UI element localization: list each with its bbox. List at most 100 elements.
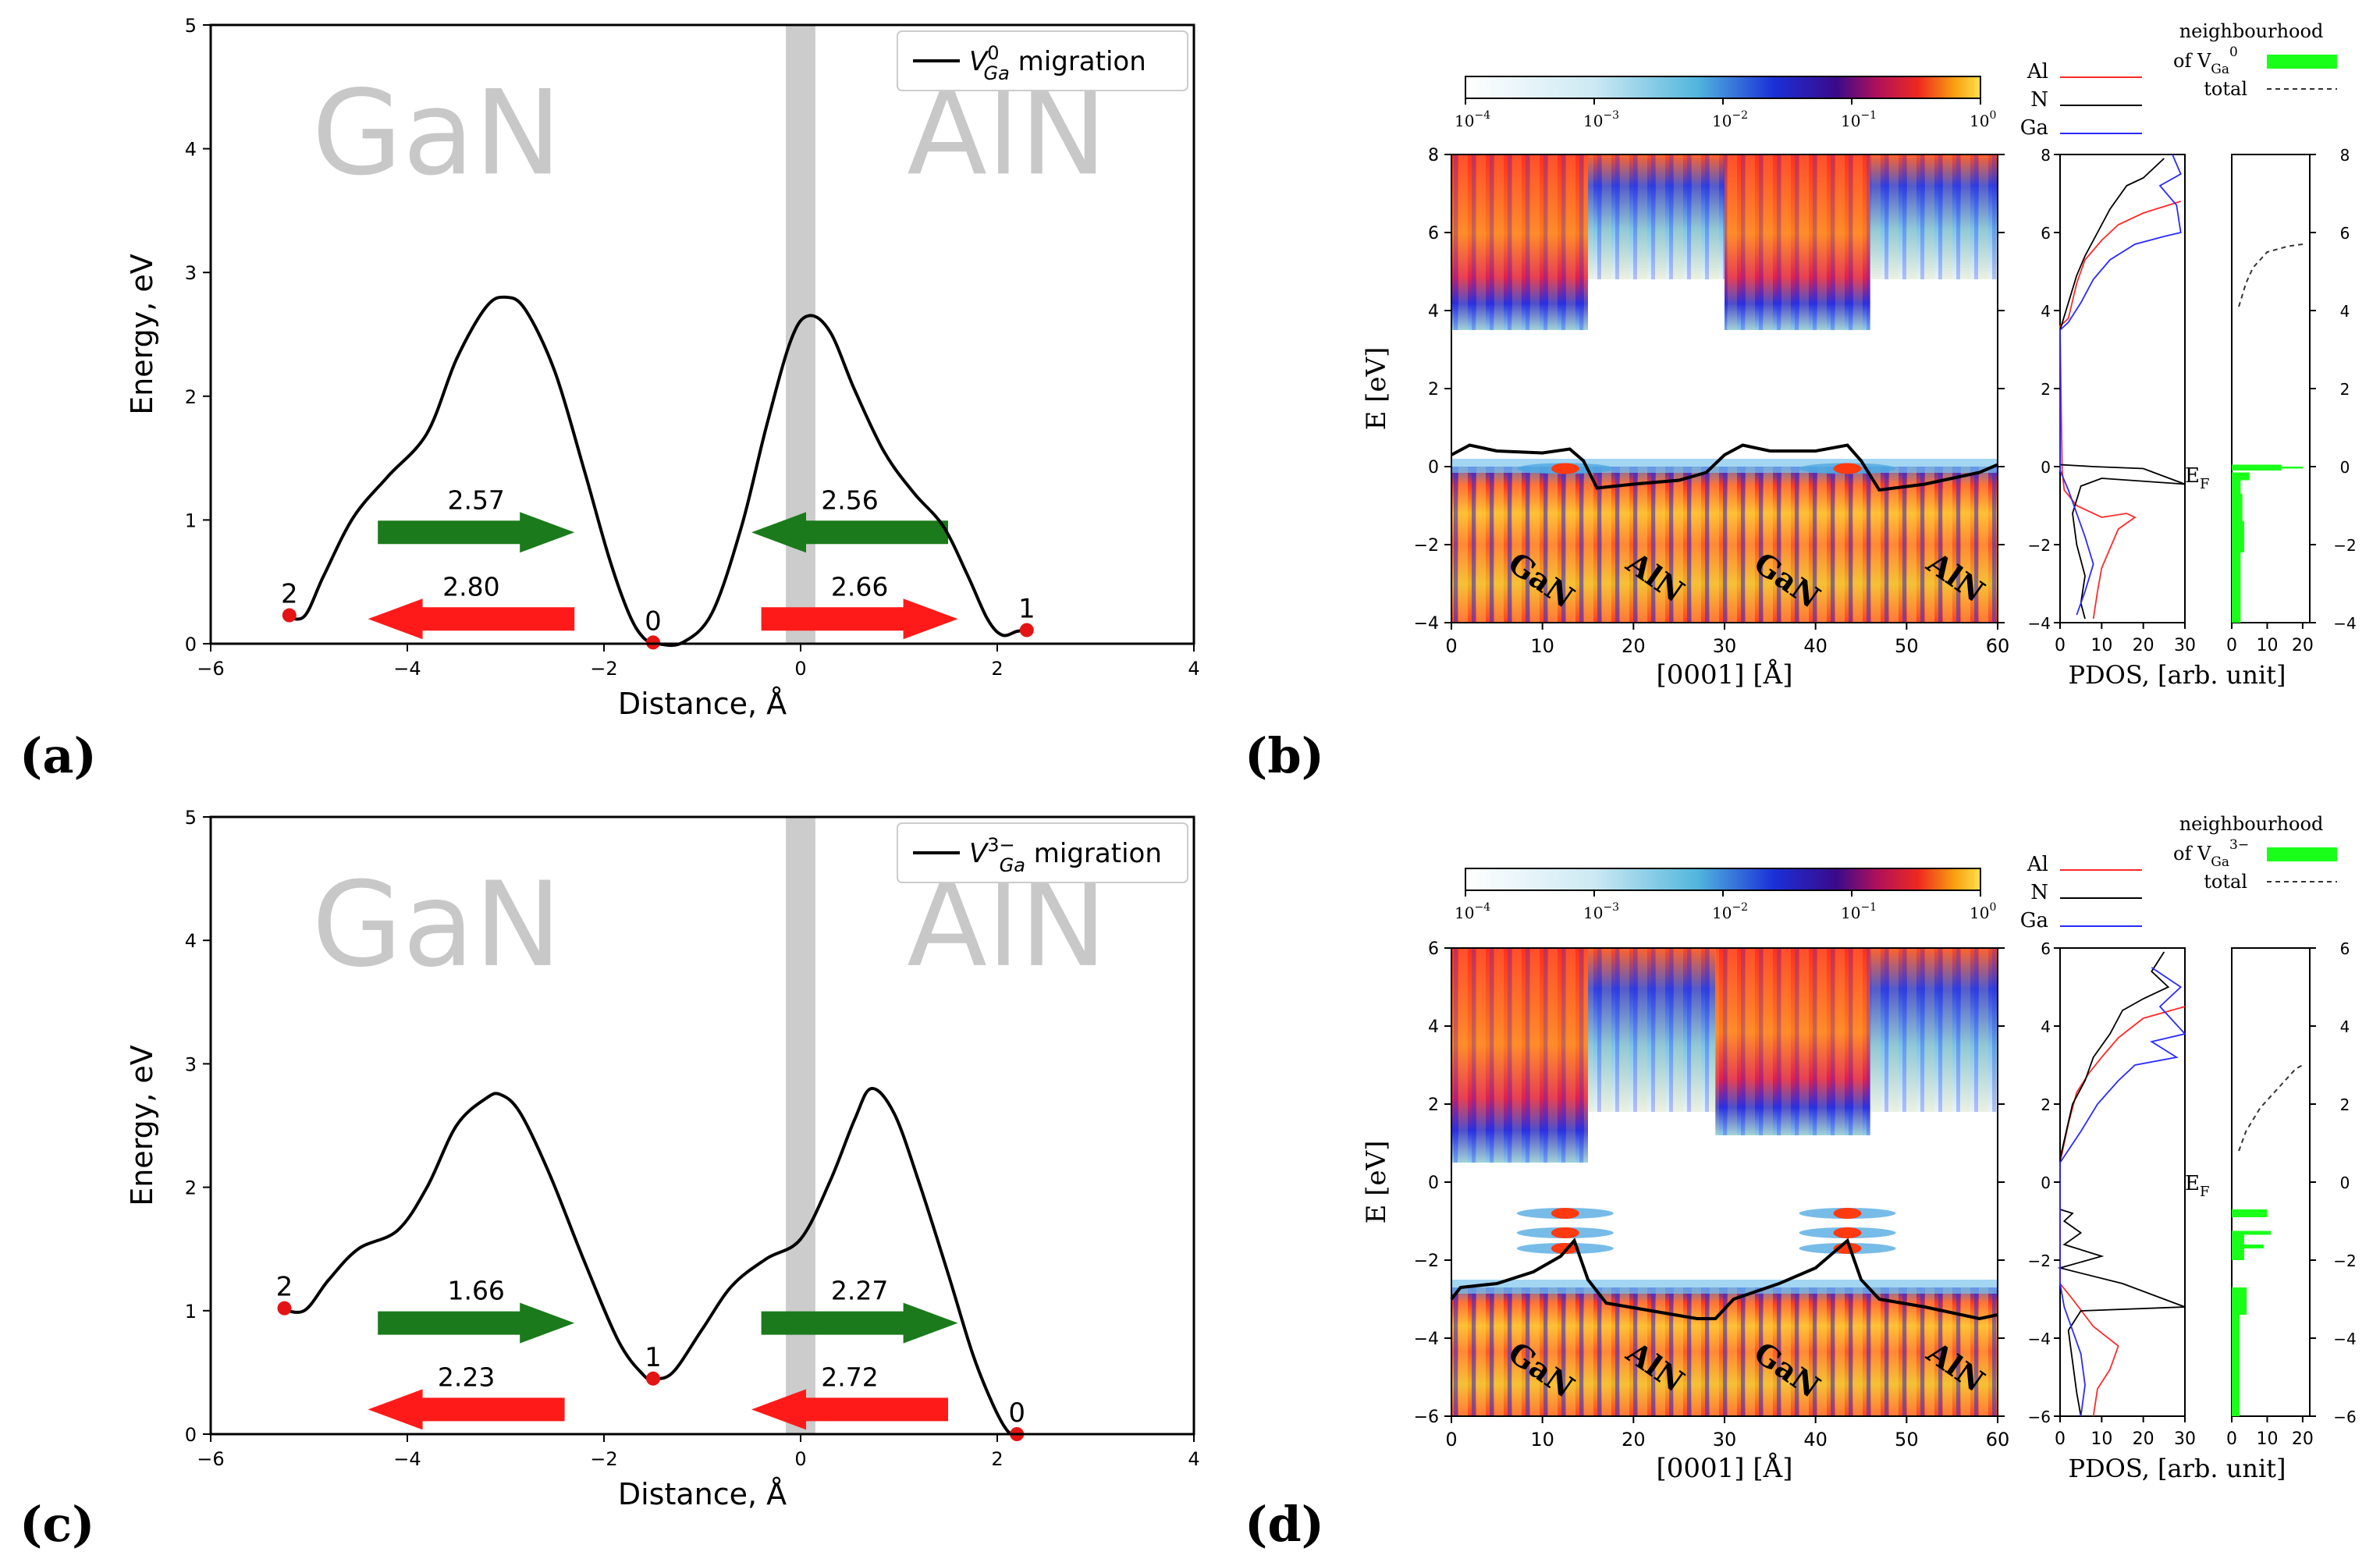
pdos-y-tick-label: 0	[2041, 1174, 2051, 1192]
x-axis-label: [0001] [Å]	[1657, 659, 1793, 691]
site-point-2	[1019, 623, 1034, 637]
colorbar-tick-label: 10−4	[1455, 109, 1490, 130]
neigh-legend-sub: Ga	[2211, 62, 2229, 77]
legend-suffix: migration	[1025, 838, 1162, 869]
conduction-stripes	[1870, 948, 1998, 1112]
neigh-legend-of: of VGa0	[2173, 44, 2238, 77]
x-tick-label: 0	[1445, 1429, 1457, 1451]
neigh-fill	[2232, 1209, 2268, 1217]
defect-state	[1833, 1208, 1862, 1219]
neigh-x-tick-label: 0	[2226, 636, 2237, 655]
colorbar-base: 10	[1583, 904, 1603, 922]
pdos-legend-al: Al	[2027, 853, 2048, 876]
site-label-2: 1	[1018, 594, 1035, 625]
pdos-y-tick-label: −2	[2028, 536, 2051, 555]
x-tick-label: −2	[590, 658, 617, 680]
neigh-y-tick-label: −4	[2333, 614, 2356, 633]
pdos-legend-n: N	[2030, 88, 2048, 112]
material-label-gan: GaN	[312, 858, 562, 993]
legend-box	[897, 30, 1188, 91]
pdos-x-tick-label: 20	[2133, 636, 2154, 655]
plot-frame	[209, 23, 1195, 645]
y-tick-label: −2	[1414, 536, 1439, 556]
y-tick-label: 4	[185, 139, 197, 161]
conduction-stripes	[1870, 154, 1998, 279]
colorbar-base: 10	[1970, 904, 1989, 922]
pdos-y-tick-label: 2	[2041, 380, 2051, 399]
colorbar-tick-label: 10−3	[1583, 109, 1619, 130]
colorbar-exp: −4	[1474, 901, 1490, 914]
colorbar-tick-label: 100	[1970, 901, 1996, 922]
defect-state	[1551, 463, 1579, 474]
pdos-y-tick-label: 4	[2041, 302, 2051, 321]
colorbar-tick-label: 10−4	[1455, 901, 1490, 922]
neigh-y-tick-label: 8	[2340, 146, 2350, 165]
neigh-x-tick-label: 10	[2256, 1429, 2278, 1449]
x-tick-label: 4	[1188, 1448, 1199, 1470]
x-tick-label: 50	[1895, 635, 1919, 657]
y-tick-label: −2	[1414, 1252, 1439, 1271]
barrier-label-1: 2.80	[442, 571, 499, 602]
colorbar-base: 10	[1583, 112, 1603, 130]
conduction-stripes	[1451, 154, 1588, 330]
y-axis-label: Energy, eV	[125, 1045, 159, 1206]
x-tick-label: 40	[1803, 1429, 1828, 1451]
barrier-label-0: 1.66	[447, 1276, 504, 1306]
x-tick-label: 2	[991, 658, 1003, 680]
y-tick-label: 5	[185, 807, 197, 829]
valence-edge	[1451, 1280, 1998, 1294]
pdos-y-tick-label: 4	[2041, 1017, 2051, 1036]
site-label-2: 0	[1008, 1397, 1025, 1429]
pdos-neigh-frame	[2231, 947, 2311, 1417]
pdos-n-line	[2057, 951, 2186, 1417]
x-axis-label: Distance, Å	[618, 1477, 787, 1511]
arrow-green-2	[751, 512, 948, 553]
legend-sub: Ga	[1000, 854, 1025, 876]
neigh-y-tick-label: −2	[2333, 1252, 2356, 1270]
colorbar	[1465, 868, 1981, 891]
colorbar-tick-label: 10−1	[1841, 109, 1877, 130]
neigh-fill	[2232, 521, 2244, 552]
defect-state	[1833, 463, 1862, 474]
neigh-x-tick-label: 20	[2292, 1429, 2314, 1449]
neigh-legend-sub: Ga	[2211, 854, 2229, 870]
pdos-y-tick-label: −4	[2028, 614, 2051, 633]
colorbar-base: 10	[1712, 904, 1732, 922]
pdos-legend-n: N	[2030, 881, 2048, 904]
colorbar-base: 10	[1455, 904, 1474, 922]
y-axis-label: E [eV]	[1361, 1141, 1392, 1224]
y-tick-label: −6	[1414, 1408, 1439, 1427]
legend-v: V	[969, 838, 989, 869]
colorbar-exp: −3	[1603, 109, 1619, 122]
pdos-frame	[2059, 947, 2186, 1417]
defect-state	[1551, 1227, 1579, 1238]
neigh-y-tick-label: −6	[2333, 1408, 2356, 1426]
panel-label-a: (a)	[20, 727, 97, 784]
interface-band	[786, 817, 815, 1434]
pdos-x-tick-label: 0	[2055, 636, 2066, 655]
pdos-neigh-frame	[2231, 154, 2311, 623]
neigh-fill	[2232, 1230, 2271, 1235]
y-tick-label: 4	[1428, 1017, 1439, 1037]
pdos-legend-ga: Ga	[2020, 909, 2048, 932]
defect-state	[1551, 1243, 1579, 1254]
neigh-fill	[2232, 494, 2243, 521]
legend-suffix: migration	[1010, 46, 1146, 77]
neigh-legend-of: of VGa3−	[2173, 837, 2249, 870]
neigh-fill	[2232, 472, 2250, 481]
x-tick-label: 40	[1803, 635, 1828, 657]
pdos-ga-line	[2059, 154, 2182, 616]
neigh-y-tick-label: 2	[2340, 1095, 2350, 1114]
y-axis-label: E [eV]	[1361, 347, 1392, 431]
colorbar-base: 10	[1841, 904, 1860, 922]
neigh-x-tick-label: 0	[2226, 1429, 2237, 1449]
pdos-frame	[2059, 154, 2186, 623]
legend-sub: Ga	[984, 62, 1010, 84]
arrow-red-1	[368, 1389, 565, 1430]
y-tick-label: 1	[185, 510, 197, 531]
y-tick-label: 2	[185, 1177, 197, 1199]
potential-line	[1451, 443, 1998, 492]
